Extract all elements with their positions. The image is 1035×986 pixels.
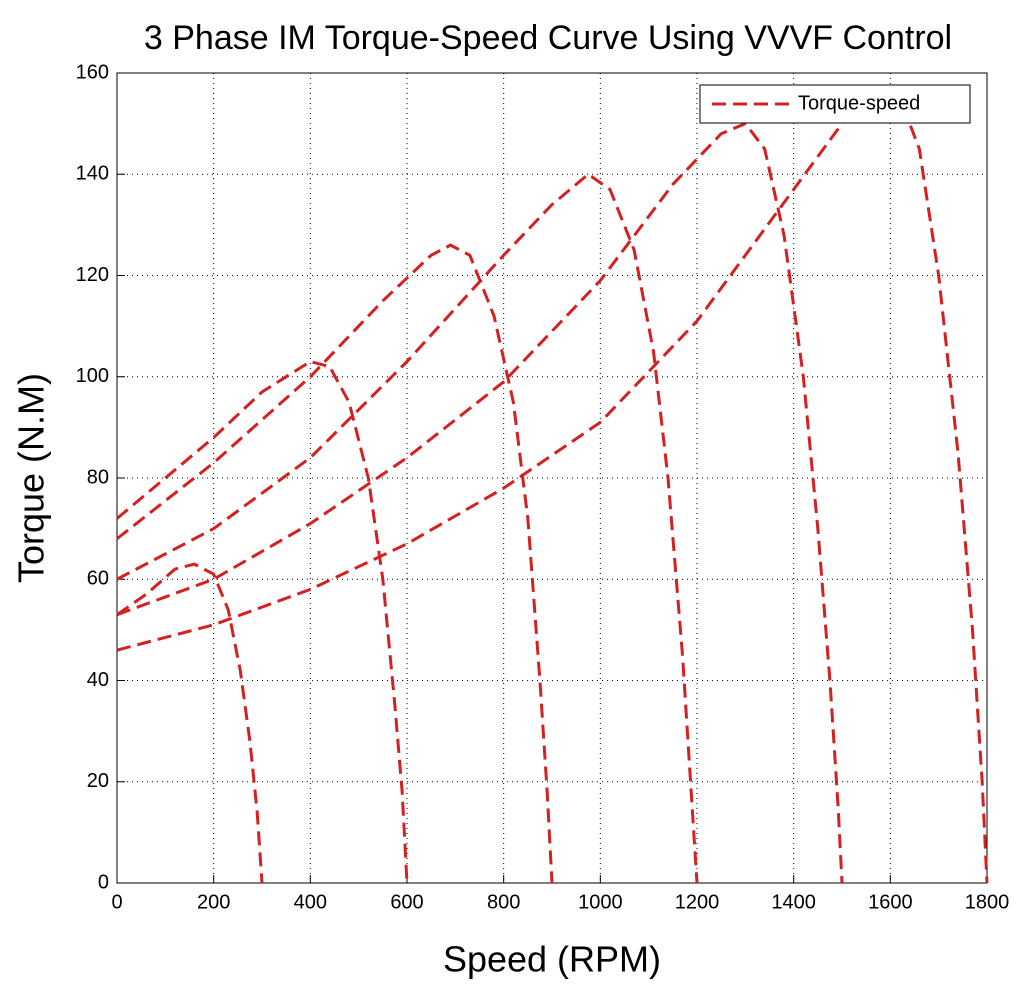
- x-axis-label: Speed (RPM): [443, 939, 661, 980]
- y-axis-label: Torque (N.M): [11, 373, 52, 583]
- curve: [116, 86, 989, 884]
- x-tick-label: 1400: [771, 891, 816, 913]
- y-tick-label: 40: [87, 669, 109, 691]
- x-tick-label: 800: [487, 891, 520, 913]
- y-tick-label: 100: [76, 365, 109, 387]
- x-tick-label: 0: [111, 891, 122, 913]
- x-tick-label: 1000: [578, 891, 623, 913]
- y-tick-label: 160: [76, 61, 109, 83]
- x-tick-label: 200: [197, 891, 230, 913]
- x-tick-label: 1600: [868, 891, 913, 913]
- y-tick-label: 60: [87, 568, 109, 590]
- y-tick-label: 80: [87, 466, 109, 488]
- chart-title: 3 Phase IM Torque-Speed Curve Using VVVF…: [144, 19, 952, 57]
- y-tick-label: 20: [87, 770, 109, 792]
- y-tick-label: 120: [76, 264, 109, 286]
- x-tick-label: 1800: [965, 891, 1010, 913]
- y-tick-label: 0: [98, 871, 109, 893]
- x-tick-label: 1200: [675, 891, 720, 913]
- x-tick-label: 600: [390, 891, 423, 913]
- legend-label: Torque-speed: [798, 92, 920, 114]
- x-tick-label: 400: [294, 891, 327, 913]
- y-tick-label: 140: [76, 163, 109, 185]
